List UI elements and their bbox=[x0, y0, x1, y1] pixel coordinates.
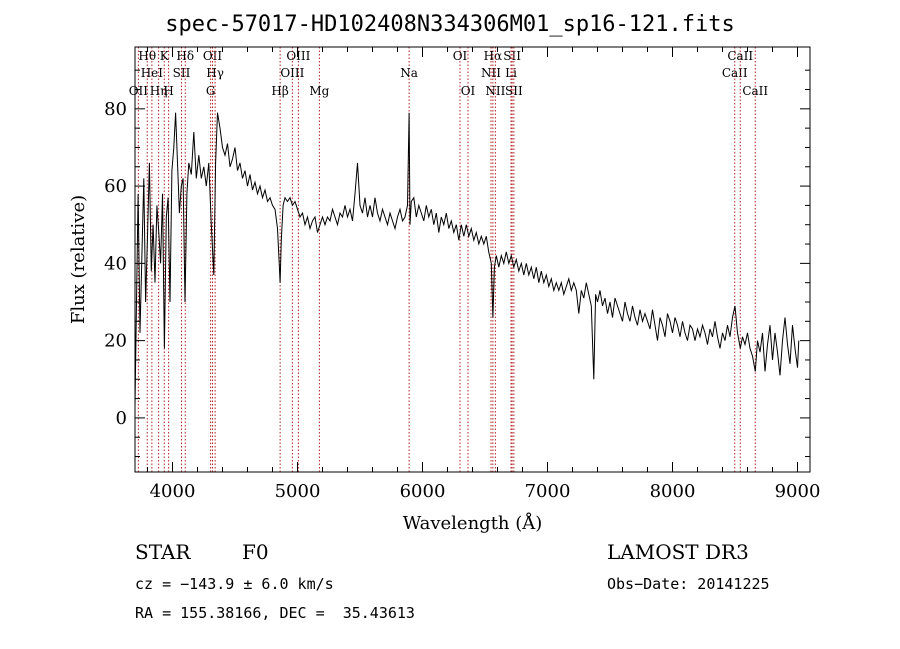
y-tick-label-80: 80 bbox=[104, 99, 127, 120]
line-label-2: HeI bbox=[141, 66, 164, 80]
line-label-19: Hα bbox=[484, 49, 503, 63]
object-subclass: F0 bbox=[242, 540, 269, 564]
y-axis-label: Flux (relative) bbox=[68, 195, 89, 324]
line-label-6: SII bbox=[173, 66, 191, 80]
y-tick-label-40: 40 bbox=[104, 253, 127, 274]
y-tick-label-60: 60 bbox=[104, 176, 127, 197]
x-tick-label-7000: 7000 bbox=[525, 481, 571, 502]
line-label-20: NII bbox=[485, 84, 505, 98]
line-label-7: Hδ bbox=[176, 49, 194, 63]
survey-label: LAMOST DR3 bbox=[607, 540, 749, 564]
line-label-22: SII bbox=[503, 49, 521, 63]
object-class: STAR bbox=[135, 540, 191, 564]
x-axis-label: Wavelength (Å) bbox=[403, 512, 543, 534]
plot-frame bbox=[134, 46, 811, 473]
redshift-text: cz = −143.9 ± 6.0 km/s bbox=[135, 575, 334, 593]
spectrum-line bbox=[134, 112, 800, 407]
line-label-18: NII bbox=[481, 66, 501, 80]
line-label-9: OII bbox=[203, 49, 223, 63]
x-tick-label-5000: 5000 bbox=[275, 481, 321, 502]
y-tick-label-0: 0 bbox=[116, 408, 127, 429]
line-label-8: G bbox=[206, 84, 216, 98]
line-label-17: OI bbox=[461, 84, 476, 98]
y-tick-label-20: 20 bbox=[104, 331, 127, 352]
line-label-26: CaII bbox=[742, 84, 768, 98]
line-label-12: OIII bbox=[280, 66, 304, 80]
x-tick-label-9000: 9000 bbox=[775, 481, 821, 502]
line-label-24: CaII bbox=[722, 66, 748, 80]
line-label-5: H bbox=[163, 84, 173, 98]
line-label-11: Hβ bbox=[271, 84, 288, 98]
x-tick-label-8000: 8000 bbox=[650, 481, 696, 502]
line-label-3: Hη bbox=[150, 84, 168, 98]
x-tick-label-4000: 4000 bbox=[150, 481, 196, 502]
coords-text: RA = 155.38166, DEC = 35.43613 bbox=[135, 604, 415, 622]
line-label-21: Li bbox=[505, 66, 517, 80]
line-label-0: OII bbox=[129, 84, 149, 98]
line-label-1: Hθ bbox=[138, 49, 156, 63]
line-label-4: K bbox=[160, 49, 170, 63]
line-label-15: Na bbox=[400, 66, 418, 80]
line-label-14: Mg bbox=[309, 84, 329, 98]
line-label-13: OIII bbox=[286, 49, 310, 63]
line-label-23: SII bbox=[505, 84, 523, 98]
x-tick-label-6000: 6000 bbox=[400, 481, 446, 502]
line-label-25: CaII bbox=[727, 49, 753, 63]
line-label-10: Hγ bbox=[206, 66, 224, 80]
obs-date-text: Obs−Date: 20141225 bbox=[607, 575, 770, 593]
line-label-16: OI bbox=[453, 49, 468, 63]
chart-title: spec-57017-HD102408N334306M01_sp16-121.f… bbox=[165, 12, 735, 37]
